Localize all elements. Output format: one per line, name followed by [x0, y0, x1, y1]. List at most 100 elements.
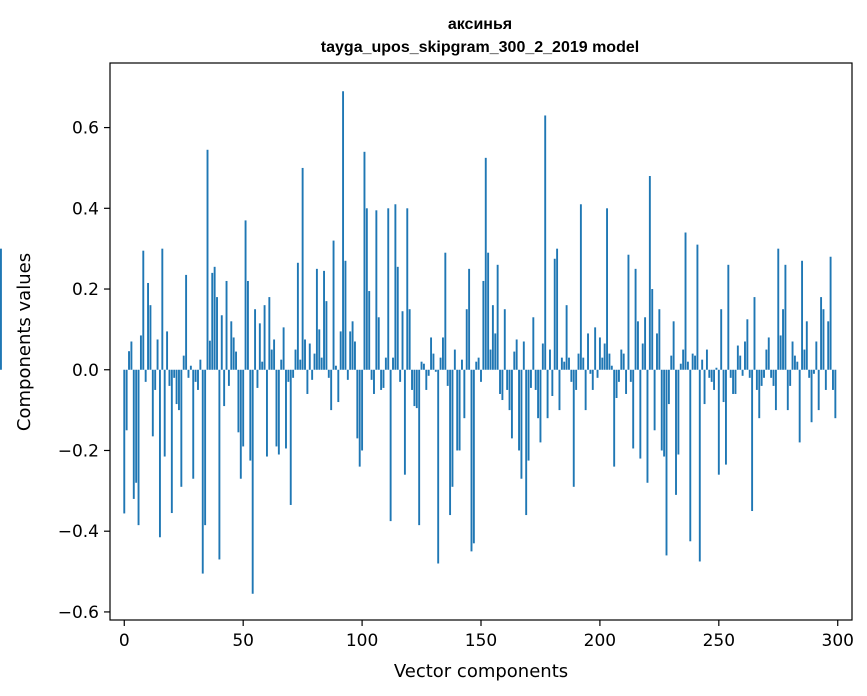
- bar-275: [777, 248, 780, 370]
- y-tick-label: −0.4: [58, 522, 99, 542]
- bar-24: [180, 369, 183, 487]
- bar-261: [744, 341, 746, 370]
- bar-296: [827, 321, 830, 370]
- bar-62: [270, 349, 273, 370]
- bar-199: [596, 369, 599, 378]
- bar-48: [237, 369, 240, 433]
- x-tick-label: 300: [822, 631, 854, 651]
- bar-145: [468, 268, 471, 370]
- bar-129: [430, 337, 433, 370]
- bar-299: [834, 369, 837, 419]
- bar-106: [375, 210, 378, 370]
- bar-266: [755, 369, 758, 390]
- bar-232: [675, 369, 677, 495]
- x-tick-label: 250: [703, 631, 735, 651]
- bar-21: [173, 369, 176, 378]
- bar-111: [387, 208, 390, 370]
- bar-142: [461, 359, 463, 370]
- y-axis-label: Components values: [14, 253, 35, 431]
- bar-61: [268, 297, 271, 370]
- bar-101: [363, 151, 366, 370]
- bar-218: [641, 343, 644, 370]
- x-axis-ticks: 0 50 100 150 200 250 300: [119, 620, 854, 651]
- bars-group: [0, 91, 837, 594]
- bar-214: [632, 369, 635, 449]
- bar-297: [829, 256, 832, 370]
- chart-subtitle: tayga_upos_skipgram_300_2_2019 model: [321, 39, 639, 56]
- bar-168: [522, 341, 525, 370]
- bar-84: [323, 270, 325, 370]
- bar-131: [434, 369, 437, 372]
- bar-38: [213, 266, 216, 370]
- bar-81: [315, 268, 318, 370]
- bar-194: [584, 369, 587, 411]
- bar-4: [132, 369, 135, 499]
- bar-190: [575, 369, 578, 390]
- bar-52: [246, 280, 249, 370]
- bar-57: [258, 323, 261, 370]
- bar-207: [615, 369, 618, 398]
- bar-267: [758, 369, 761, 419]
- bar-155: [491, 305, 494, 370]
- bar-59: [263, 305, 266, 370]
- y-axis-ticks: −0.6 −0.4 −0.2 0.0 0.2 0.4 0.6: [58, 119, 110, 623]
- bar-27: [187, 369, 190, 378]
- bar-87: [330, 369, 333, 411]
- bar-53: [249, 369, 252, 461]
- bar-195: [587, 333, 589, 370]
- bar-149: [477, 357, 480, 370]
- bar-95: [349, 331, 352, 370]
- bar-83: [320, 357, 323, 370]
- bar-276: [779, 335, 782, 370]
- bar-54: [251, 369, 254, 594]
- bar-279: [786, 369, 789, 411]
- bar-292: [817, 369, 820, 411]
- bar-295: [824, 369, 827, 390]
- chart-title: аксинья: [448, 16, 512, 33]
- bar-73: [296, 262, 299, 370]
- bar-246: [708, 369, 711, 378]
- bar-230: [670, 355, 673, 370]
- bar-75: [301, 167, 304, 370]
- bar-15: [158, 369, 161, 538]
- bar-94: [346, 369, 349, 380]
- bar-134: [442, 337, 444, 370]
- bar-243: [701, 359, 704, 370]
- bar-50: [242, 369, 245, 447]
- bar-138: [451, 369, 454, 487]
- bar-92: [342, 91, 345, 370]
- bar-238: [689, 369, 692, 542]
- bar-231: [672, 321, 675, 370]
- bar-251: [720, 309, 723, 370]
- bar-165: [515, 339, 518, 370]
- bar-36: [208, 340, 211, 370]
- bar-205: [610, 365, 613, 370]
- bar-173: [534, 369, 537, 390]
- bar-76: [304, 339, 306, 370]
- bar-118: [403, 369, 406, 475]
- bar-176: [541, 343, 544, 370]
- bar-265: [753, 297, 756, 370]
- bar-40: [218, 369, 221, 560]
- bar-293: [820, 297, 823, 370]
- bar-175: [539, 369, 542, 443]
- bar-200: [598, 337, 601, 370]
- bar-37: [211, 272, 214, 370]
- bar-102: [365, 208, 368, 370]
- bar-237: [686, 361, 689, 370]
- bar-281: [791, 341, 794, 370]
- bar-161: [506, 369, 509, 390]
- bar-127: [425, 369, 428, 390]
- bar-90: [337, 369, 340, 403]
- bar-282: [793, 355, 796, 370]
- bar-291: [815, 341, 818, 370]
- bar-221: [648, 176, 651, 370]
- bar-215: [634, 268, 637, 370]
- bar-137: [449, 369, 452, 516]
- bar-280: [789, 369, 792, 386]
- bar-219: [644, 317, 647, 370]
- bar-159: [501, 369, 504, 401]
- bar-72: [294, 349, 297, 370]
- bar-5: [135, 369, 138, 483]
- plot-frame: [109, 62, 853, 621]
